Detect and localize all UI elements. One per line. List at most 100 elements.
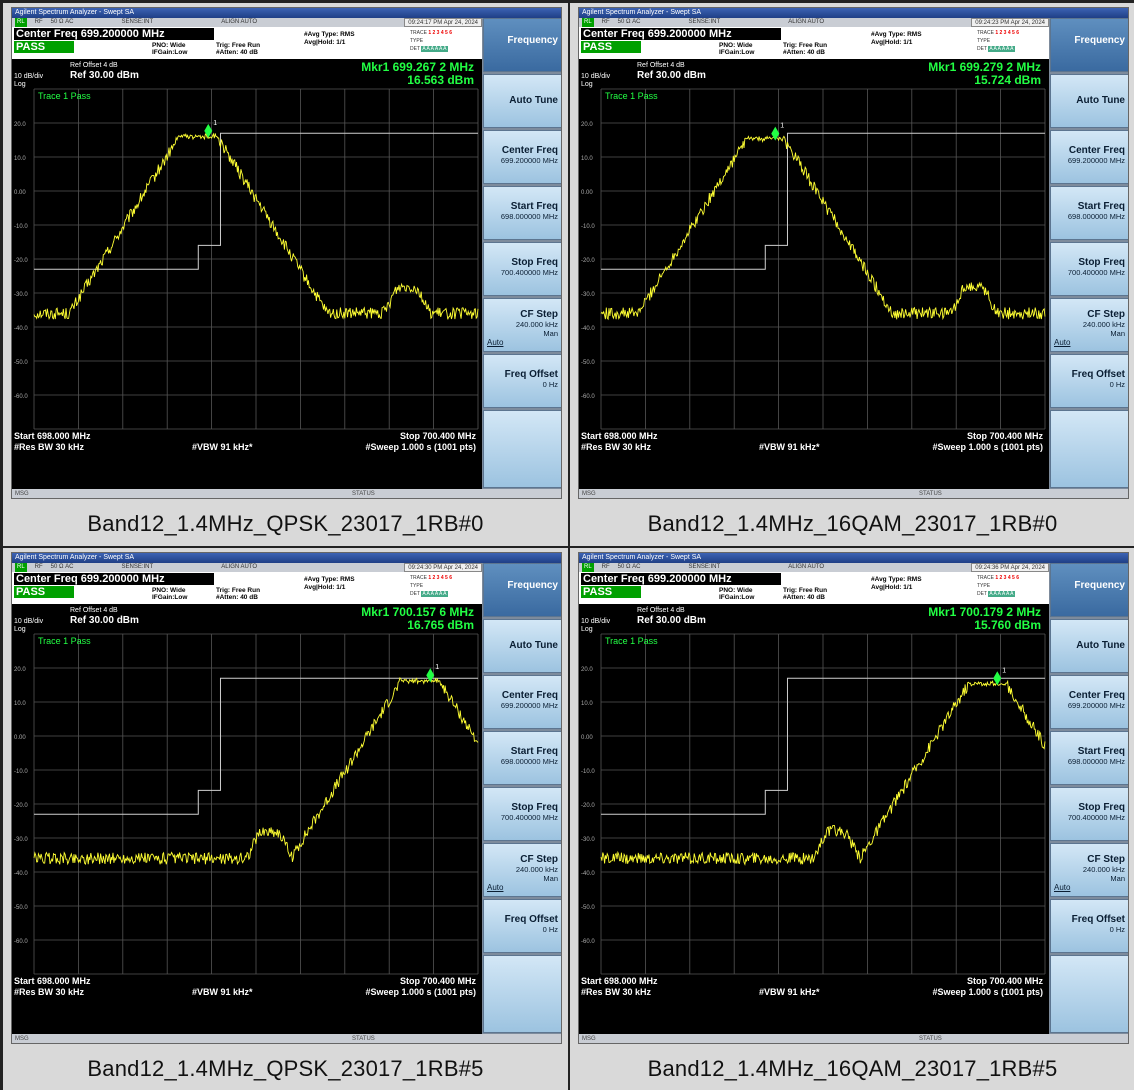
timestamp: 09:24:23 PM Apr 24, 2024 bbox=[971, 18, 1049, 27]
cf-step-button[interactable]: CF Step 240.000 kHz Man Auto bbox=[1050, 843, 1128, 897]
auto-tune-label: Auto Tune bbox=[1076, 640, 1125, 651]
trace-label: TRACE bbox=[977, 575, 994, 581]
frequency-menu-button[interactable]: Frequency bbox=[483, 563, 561, 617]
atten-readout: #Atten: 40 dB bbox=[216, 594, 258, 601]
cf-step-button[interactable]: CF Step 240.000 kHz Man Auto bbox=[483, 843, 561, 897]
y-tick-label: 20.0 bbox=[14, 667, 26, 673]
blank-softkey[interactable] bbox=[483, 955, 561, 1033]
freq-offset-button[interactable]: Freq Offset 0 Hz bbox=[1050, 354, 1128, 408]
marker-readout: Mkr1 700.157 6 MHz 16.765 dBm bbox=[361, 606, 474, 632]
center-freq-button[interactable]: Center Freq 699.200000 MHz bbox=[483, 130, 561, 184]
y-tick-label: 20.0 bbox=[581, 122, 593, 128]
start-freq-value: 698.000000 MHz bbox=[1067, 212, 1125, 221]
stop-freq-button[interactable]: Stop Freq 700.400000 MHz bbox=[1050, 787, 1128, 841]
scale-label: 10 dB/div bbox=[581, 73, 611, 80]
spectrum-graph: 20.0 10.0 0.00 -10.0 -20.0 -30.0 -40.0 -50.0 -60… bbox=[581, 633, 1046, 975]
spectrum-graph: 20.0 10.0 0.00 -10.0 -20.0 -30.0 -40.0 -50.0 -60… bbox=[581, 88, 1046, 430]
stop-freq-value: 700.400000 MHz bbox=[1067, 813, 1125, 822]
rl-indicator: RL bbox=[582, 18, 594, 27]
y-tick-label: -40.0 bbox=[581, 871, 595, 877]
timestamp: 09:24:30 PM Apr 24, 2024 bbox=[404, 563, 482, 572]
auto-tune-button[interactable]: Auto Tune bbox=[1050, 619, 1128, 673]
cf-step-auto[interactable]: Auto bbox=[1054, 883, 1071, 892]
log-label: Log bbox=[581, 81, 593, 88]
settings-header: Center Freq 699.200000 MHz PASS PNO: Wid… bbox=[579, 27, 1049, 59]
spectrum-trace bbox=[33, 677, 479, 866]
cf-step-value: 240.000 kHz bbox=[1082, 320, 1125, 329]
start-freq-button[interactable]: Start Freq 698.000000 MHz bbox=[1050, 186, 1128, 240]
start-freq-button[interactable]: Start Freq 698.000000 MHz bbox=[1050, 731, 1128, 785]
atten-readout: #Atten: 40 dB bbox=[783, 594, 825, 601]
marker-diamond bbox=[993, 671, 1002, 686]
cf-step-auto[interactable]: Auto bbox=[487, 338, 504, 347]
y-tick-label: -30.0 bbox=[581, 292, 595, 298]
freq-offset-value: 0 Hz bbox=[1109, 380, 1125, 389]
cf-step-auto[interactable]: Auto bbox=[487, 883, 504, 892]
y-tick-label: -40.0 bbox=[14, 871, 28, 877]
stop-freq-button[interactable]: Stop Freq 700.400000 MHz bbox=[483, 787, 561, 841]
blank-softkey[interactable] bbox=[483, 410, 561, 488]
blank-softkey[interactable] bbox=[1050, 410, 1128, 488]
y-tick-label: 20.0 bbox=[581, 667, 593, 673]
cf-step-button[interactable]: CF Step 240.000 kHz Man Auto bbox=[483, 298, 561, 352]
scale-label: 10 dB/div bbox=[14, 618, 44, 625]
avg-type-readout: #Avg Type: RMS bbox=[871, 576, 922, 583]
stop-freq-button[interactable]: Stop Freq 700.400000 MHz bbox=[1050, 242, 1128, 296]
freq-offset-button[interactable]: Freq Offset 0 Hz bbox=[483, 354, 561, 408]
cf-step-auto[interactable]: Auto bbox=[1054, 338, 1071, 347]
impedance-indicator: 50 Ω AC bbox=[50, 564, 74, 570]
pass-badge: PASS bbox=[581, 41, 641, 53]
center-freq-button[interactable]: Center Freq 699.200000 MHz bbox=[1050, 675, 1128, 729]
message-bar: MSG STATUS bbox=[579, 1034, 1128, 1043]
rl-indicator: RL bbox=[15, 563, 27, 572]
start-freq-value: 698.000000 MHz bbox=[1067, 757, 1125, 766]
avg-hold-readout: Avg|Hold: 1/1 bbox=[871, 39, 913, 46]
result-cell-2: Agilent Spectrum Analyzer - Swept SA RL … bbox=[569, 2, 1134, 547]
det-label: DET bbox=[410, 46, 420, 52]
center-freq-button[interactable]: Center Freq 699.200000 MHz bbox=[483, 675, 561, 729]
auto-tune-button[interactable]: Auto Tune bbox=[483, 619, 561, 673]
auto-tune-button[interactable]: Auto Tune bbox=[1050, 74, 1128, 128]
marker-level: 16.563 dBm bbox=[407, 73, 474, 87]
y-tick-label: -40.0 bbox=[581, 326, 595, 332]
frequency-menu-button[interactable]: Frequency bbox=[483, 18, 561, 72]
frequency-menu-button[interactable]: Frequency bbox=[1050, 18, 1128, 72]
analyzer-screenshot: Agilent Spectrum Analyzer - Swept SA RL … bbox=[578, 7, 1129, 499]
freq-offset-button[interactable]: Freq Offset 0 Hz bbox=[483, 899, 561, 953]
frequency-menu-button[interactable]: Frequency bbox=[1050, 563, 1128, 617]
center-freq-readout: Center Freq 699.200000 MHz bbox=[14, 573, 214, 585]
window-title: Agilent Spectrum Analyzer - Swept SA bbox=[12, 8, 561, 18]
cf-step-value: 240.000 kHz bbox=[515, 320, 558, 329]
y-tick-label: 10.0 bbox=[581, 701, 593, 707]
timestamp: 09:24:17 PM Apr 24, 2024 bbox=[404, 18, 482, 27]
det-label: DET bbox=[410, 591, 420, 597]
cf-step-button[interactable]: CF Step 240.000 kHz Man Auto bbox=[1050, 298, 1128, 352]
trace-info: TRACE 1 2 3 4 5 6 TYPE DET A A A A A A bbox=[410, 29, 480, 55]
msg-label: MSG bbox=[582, 491, 596, 497]
stop-freq-label: Stop Freq bbox=[511, 802, 558, 813]
stop-freq-button[interactable]: Stop Freq 700.400000 MHz bbox=[483, 242, 561, 296]
pass-badge: PASS bbox=[581, 586, 641, 598]
center-freq-button[interactable]: Center Freq 699.200000 MHz bbox=[1050, 130, 1128, 184]
menu-title: Frequency bbox=[1074, 580, 1125, 591]
det-label: DET bbox=[977, 46, 987, 52]
window-title: Agilent Spectrum Analyzer - Swept SA bbox=[579, 553, 1128, 563]
start-freq-button[interactable]: Start Freq 698.000000 MHz bbox=[483, 186, 561, 240]
marker-level: 16.765 dBm bbox=[407, 618, 474, 632]
freq-offset-label: Freq Offset bbox=[504, 914, 558, 925]
panel-caption: Band12_1.4MHz_16QAM_23017_1RB#5 bbox=[647, 1056, 1058, 1081]
freq-offset-button[interactable]: Freq Offset 0 Hz bbox=[1050, 899, 1128, 953]
analyzer-screenshot: Agilent Spectrum Analyzer - Swept SA RL … bbox=[11, 552, 562, 1044]
msg-label: MSG bbox=[15, 491, 29, 497]
auto-tune-button[interactable]: Auto Tune bbox=[483, 74, 561, 128]
trig-readout: Trig: Free Run bbox=[783, 587, 828, 594]
y-tick-label: -60.0 bbox=[581, 394, 595, 400]
det-label: DET bbox=[977, 591, 987, 597]
blank-softkey[interactable] bbox=[1050, 955, 1128, 1033]
spectrum-graph: 20.0 10.0 0.00 -10.0 -20.0 -30.0 -40.0 -50.0 -60… bbox=[14, 633, 479, 975]
start-freq-button[interactable]: Start Freq 698.000000 MHz bbox=[483, 731, 561, 785]
scale-label: 10 dB/div bbox=[14, 73, 44, 80]
analyzer-screenshot: Agilent Spectrum Analyzer - Swept SA RL … bbox=[578, 552, 1129, 1044]
avg-type-readout: #Avg Type: RMS bbox=[871, 31, 922, 38]
